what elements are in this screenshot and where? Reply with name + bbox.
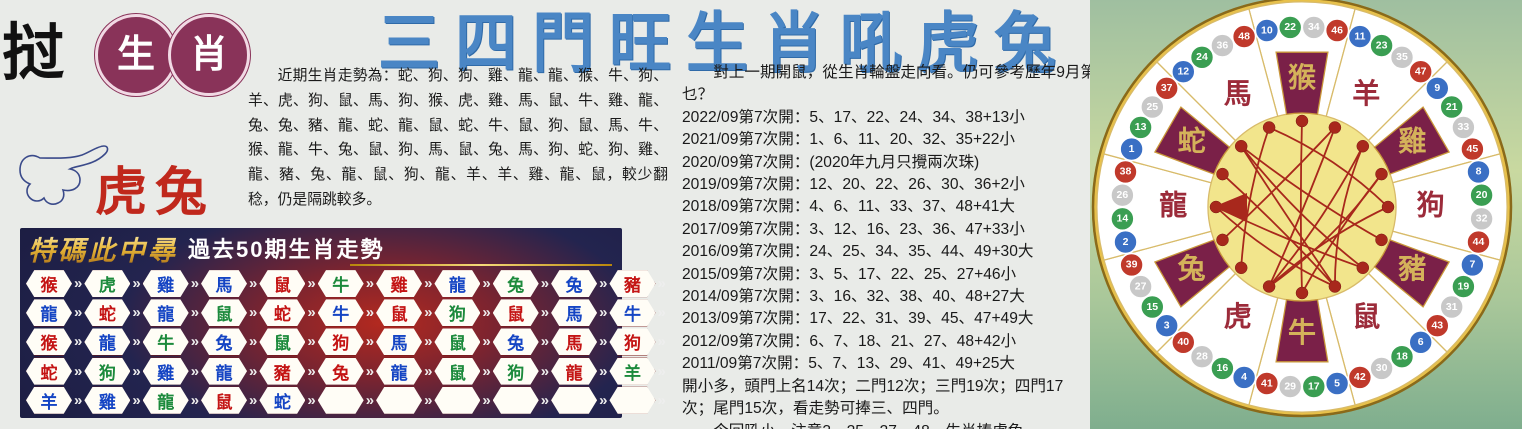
svg-text:虎: 虎 bbox=[1224, 301, 1252, 332]
svg-text:4: 4 bbox=[1241, 371, 1247, 383]
svg-text:44: 44 bbox=[1473, 236, 1485, 248]
svg-text:28: 28 bbox=[1196, 350, 1208, 362]
svg-text:32: 32 bbox=[1476, 213, 1488, 225]
svg-text:22: 22 bbox=[1284, 21, 1296, 33]
svg-text:2: 2 bbox=[1123, 236, 1129, 248]
svg-text:33: 33 bbox=[1458, 121, 1470, 133]
svg-text:30: 30 bbox=[1376, 362, 1388, 374]
svg-text:31: 31 bbox=[1446, 301, 1458, 313]
svg-text:38: 38 bbox=[1120, 166, 1132, 178]
svg-text:21: 21 bbox=[1446, 101, 1458, 113]
svg-text:1: 1 bbox=[1129, 143, 1135, 155]
svg-text:10: 10 bbox=[1261, 24, 1273, 36]
svg-text:29: 29 bbox=[1284, 380, 1296, 392]
svg-text:41: 41 bbox=[1261, 377, 1273, 389]
svg-text:羊: 羊 bbox=[1352, 78, 1380, 109]
svg-text:48: 48 bbox=[1238, 30, 1250, 42]
svg-text:24: 24 bbox=[1196, 51, 1208, 63]
svg-text:狗: 狗 bbox=[1417, 189, 1445, 220]
svg-text:7: 7 bbox=[1469, 259, 1475, 271]
svg-text:14: 14 bbox=[1117, 213, 1129, 225]
svg-text:13: 13 bbox=[1135, 121, 1147, 133]
svg-text:27: 27 bbox=[1135, 280, 1147, 292]
svg-text:26: 26 bbox=[1117, 189, 1129, 201]
svg-text:35: 35 bbox=[1396, 51, 1408, 63]
svg-text:3: 3 bbox=[1164, 319, 1170, 331]
svg-text:龍: 龍 bbox=[1159, 188, 1187, 220]
svg-text:25: 25 bbox=[1146, 101, 1158, 113]
svg-text:8: 8 bbox=[1476, 166, 1482, 178]
svg-text:34: 34 bbox=[1308, 21, 1320, 33]
svg-text:45: 45 bbox=[1467, 143, 1479, 155]
svg-text:5: 5 bbox=[1334, 377, 1340, 389]
svg-text:17: 17 bbox=[1308, 380, 1320, 392]
svg-text:40: 40 bbox=[1177, 336, 1189, 348]
svg-text:37: 37 bbox=[1161, 82, 1173, 94]
svg-text:16: 16 bbox=[1217, 362, 1229, 374]
svg-text:馬: 馬 bbox=[1224, 78, 1252, 109]
svg-text:36: 36 bbox=[1217, 39, 1229, 51]
svg-text:蛇: 蛇 bbox=[1178, 125, 1206, 157]
svg-text:6: 6 bbox=[1418, 336, 1424, 348]
svg-text:15: 15 bbox=[1146, 301, 1158, 313]
svg-text:42: 42 bbox=[1354, 371, 1366, 383]
svg-text:牛: 牛 bbox=[1288, 317, 1316, 348]
svg-text:46: 46 bbox=[1331, 24, 1343, 36]
svg-text:猴: 猴 bbox=[1288, 62, 1316, 93]
svg-text:豬: 豬 bbox=[1397, 253, 1426, 284]
svg-text:23: 23 bbox=[1376, 39, 1388, 51]
svg-text:12: 12 bbox=[1177, 65, 1189, 77]
svg-text:18: 18 bbox=[1396, 350, 1408, 362]
svg-text:47: 47 bbox=[1415, 65, 1427, 77]
svg-text:11: 11 bbox=[1354, 30, 1365, 42]
svg-text:39: 39 bbox=[1126, 259, 1138, 271]
svg-text:兔: 兔 bbox=[1178, 253, 1206, 284]
svg-text:鼠: 鼠 bbox=[1352, 301, 1380, 332]
svg-text:19: 19 bbox=[1458, 280, 1470, 292]
svg-text:43: 43 bbox=[1431, 319, 1443, 331]
svg-text:雞: 雞 bbox=[1397, 126, 1426, 157]
svg-text:9: 9 bbox=[1434, 82, 1440, 94]
svg-text:20: 20 bbox=[1476, 189, 1488, 201]
